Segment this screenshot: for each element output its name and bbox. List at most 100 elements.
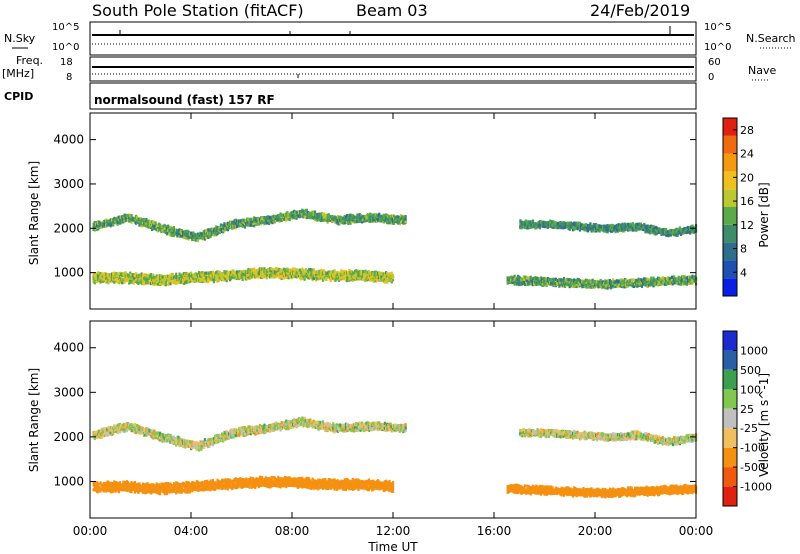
- echo-cell: [179, 233, 182, 237]
- echo-cell: [185, 278, 188, 282]
- echo-cell: [295, 270, 298, 275]
- echo-cell: [323, 218, 326, 222]
- echo-cell: [144, 428, 147, 432]
- echo-cell: [156, 276, 159, 280]
- echo-cell: [660, 228, 663, 232]
- echo-cell: [124, 216, 127, 220]
- echo-cell: [521, 224, 524, 228]
- echo-cell: [329, 271, 333, 275]
- echo-cell: [136, 423, 139, 428]
- echo-cell: [105, 224, 108, 228]
- echo-cell: [204, 443, 208, 447]
- echo-cell: [159, 436, 162, 440]
- y-tick-label: 2000: [53, 221, 84, 235]
- echo-cell: [529, 275, 532, 279]
- echo-cell: [607, 279, 610, 283]
- echo-cell: [112, 220, 115, 224]
- echo-cell: [552, 283, 555, 288]
- echo-cell: [404, 215, 407, 219]
- echo-cell: [155, 228, 158, 232]
- echo-cell: [334, 277, 337, 281]
- echo-cell: [627, 225, 630, 229]
- echo-cell: [237, 221, 240, 225]
- echo-cell: [630, 223, 633, 228]
- echo-cell: [319, 270, 322, 274]
- echo-cell: [581, 285, 584, 289]
- echo-cell: [323, 212, 326, 216]
- echo-cell: [357, 271, 360, 275]
- echo-cell: [679, 276, 683, 280]
- echo-cell: [202, 445, 205, 449]
- echo-cell: [226, 434, 229, 438]
- echo-cell: [141, 279, 144, 283]
- echo-cell: [237, 433, 240, 437]
- echo-cell: [665, 232, 668, 236]
- echo-cell: [545, 277, 548, 281]
- echo-cell: [171, 231, 174, 235]
- echo-cell: [273, 220, 276, 224]
- echo-cell: [246, 219, 249, 224]
- echo-cell: [286, 267, 289, 271]
- echo-cell: [351, 216, 354, 220]
- echo-cell: [165, 435, 169, 439]
- echo-cell: [612, 278, 615, 282]
- echo-cell: [116, 279, 119, 283]
- echo-cell: [530, 222, 533, 226]
- echo-cell: [179, 440, 182, 444]
- echo-cell: [113, 274, 116, 278]
- echo-cell: [373, 275, 376, 279]
- cpid-value: normalsound (fast) 157 RF: [94, 93, 275, 107]
- echo-cell: [661, 280, 664, 284]
- echo-cell: [391, 273, 395, 277]
- echo-cell: [529, 277, 532, 281]
- echo-cell: [93, 276, 96, 280]
- echo-cell: [651, 226, 654, 230]
- echo-cell: [282, 276, 286, 280]
- echo-cell: [256, 426, 259, 430]
- echo-cell: [662, 228, 665, 232]
- echo-cell: [224, 431, 227, 435]
- echo-cell: [102, 274, 105, 278]
- echo-cell: [386, 219, 389, 223]
- echo-cell: [234, 430, 237, 434]
- echo-cell: [585, 278, 588, 282]
- cpid-strip: CPID normalsound (fast) 157 RF: [4, 82, 697, 110]
- echo-cell: [154, 221, 157, 225]
- echo-cell: [375, 217, 378, 221]
- echo-cell: [215, 436, 218, 440]
- echo-cell: [528, 282, 531, 286]
- echo-cell: [190, 440, 193, 444]
- echo-cell: [589, 222, 592, 226]
- echo-cell: [191, 273, 194, 277]
- echo-cell: [398, 216, 401, 220]
- echo-cell: [403, 215, 406, 219]
- echo-cell: [398, 220, 401, 224]
- echo-cell: [530, 282, 533, 286]
- echo-cell: [195, 444, 198, 448]
- echo-cell: [612, 283, 615, 287]
- freq-nave-strip: Freq. [MHz] 18 8 60 0 Nave: [2, 54, 776, 83]
- echo-cell: [686, 230, 689, 234]
- echo-cell: [168, 278, 171, 282]
- echo-cell: [152, 220, 155, 224]
- echo-cell: [183, 272, 186, 276]
- echo-cell: [239, 428, 242, 432]
- echo-cell: [163, 278, 166, 282]
- echo-cell: [263, 220, 266, 224]
- echo-cell: [378, 212, 381, 216]
- echo-cell: [272, 268, 275, 272]
- echo-cell: [660, 231, 663, 235]
- echo-cell: [528, 225, 531, 229]
- echo-cell: [660, 280, 663, 284]
- echo-cell: [624, 279, 627, 283]
- echo-cell: [187, 273, 190, 277]
- echo-cell: [254, 271, 257, 275]
- echo-cell: [247, 268, 250, 272]
- echo-cell: [334, 275, 337, 279]
- echo-cell: [217, 228, 220, 232]
- echo-cell: [217, 433, 220, 438]
- echo-cell: [251, 428, 255, 432]
- echo-cell: [288, 270, 291, 274]
- echo-cell: [148, 429, 151, 433]
- echo-cell: [320, 273, 323, 277]
